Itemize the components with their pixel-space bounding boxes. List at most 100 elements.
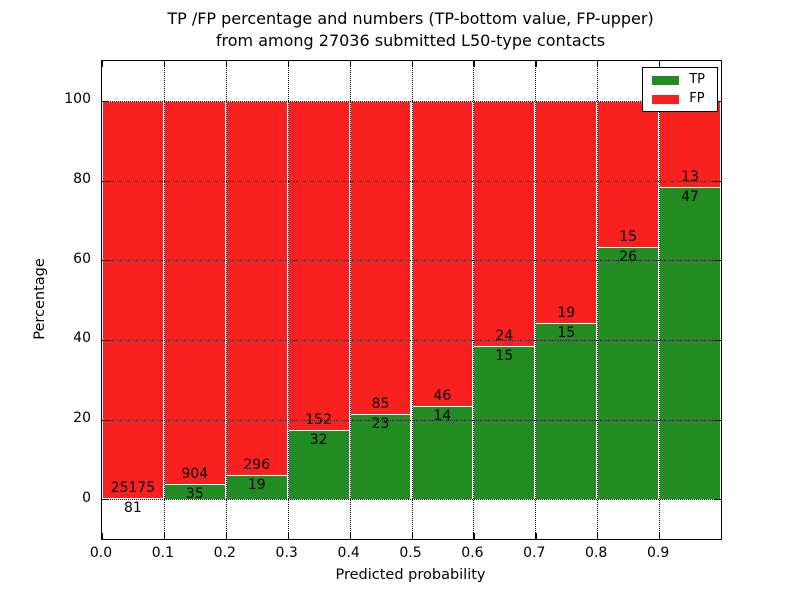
x-major-tick-top xyxy=(535,61,537,67)
fp-bar-segment xyxy=(225,100,288,476)
tp-bar-segment xyxy=(349,414,412,500)
y-tick-label: 100 xyxy=(64,91,91,108)
y-major-tick-right xyxy=(715,419,721,421)
fp-count-label: 46 xyxy=(433,388,452,405)
fp-count-label: 24 xyxy=(495,327,514,344)
fp-bar-segment xyxy=(597,100,660,247)
x-tick-label: 0.3 xyxy=(275,545,298,561)
vertical-gridline xyxy=(287,61,289,539)
fp-count-label: 25175 xyxy=(110,479,156,496)
chart-title: TP /FP percentage and numbers (TP-bottom… xyxy=(101,8,720,52)
fp-count-label: 19 xyxy=(557,305,576,322)
tp-bar-segment xyxy=(102,497,164,500)
tp-bar-segment xyxy=(225,475,288,500)
x-major-tick-top xyxy=(163,61,166,67)
y-major-tick-right xyxy=(715,499,721,501)
fp-bar-segment xyxy=(349,100,412,415)
x-major-tick xyxy=(163,533,166,539)
y-tick-label: 80 xyxy=(73,171,91,187)
x-major-tick-top xyxy=(659,61,661,67)
y-major-tick xyxy=(102,419,108,421)
fp-count-label: 152 xyxy=(305,411,333,428)
vertical-gridline xyxy=(535,61,537,539)
tp-bar-segment xyxy=(287,429,350,500)
tp-count-label: 19 xyxy=(247,477,266,494)
y-major-tick xyxy=(102,100,108,103)
vertical-gridline xyxy=(659,61,661,539)
fp-bar-segment xyxy=(535,100,598,324)
x-tick-label: 0.5 xyxy=(399,545,422,561)
x-major-tick xyxy=(102,533,104,539)
fp-bar-segment xyxy=(659,100,721,188)
x-tick-label: 0.8 xyxy=(585,545,608,561)
fp-count-label: 15 xyxy=(619,228,638,245)
x-tick-label: 0.4 xyxy=(337,545,360,561)
tp-count-label: 35 xyxy=(185,486,204,503)
legend-row-fp: FP xyxy=(652,92,705,106)
chart-title-line2: from among 27036 submitted L50-type cont… xyxy=(215,31,606,50)
y-major-tick xyxy=(102,260,108,262)
x-major-tick-top xyxy=(102,61,104,67)
vertical-gridline xyxy=(411,61,413,539)
fp-swatch-icon xyxy=(652,94,680,104)
x-tick-label: 0.0 xyxy=(89,545,113,561)
tp-bar-segment xyxy=(597,246,660,500)
vertical-gridline xyxy=(597,61,599,539)
x-tick-label: 0.2 xyxy=(213,545,236,561)
x-major-tick xyxy=(597,533,599,539)
vertical-gridline xyxy=(163,61,165,539)
x-major-tick xyxy=(287,533,289,539)
tp-count-label: 26 xyxy=(619,248,638,265)
x-major-tick xyxy=(411,533,413,539)
x-major-tick xyxy=(349,533,351,539)
fp-count-label: 85 xyxy=(371,396,390,413)
y-major-tick xyxy=(102,180,108,182)
tp-count-label: 47 xyxy=(681,189,699,206)
x-major-tick-top xyxy=(225,61,228,67)
fp-count-label: 13 xyxy=(681,169,699,186)
y-major-tick xyxy=(102,339,108,342)
fp-bar-segment xyxy=(473,100,536,346)
tp-bar-segment xyxy=(659,187,721,500)
tp-count-label: 15 xyxy=(557,325,576,342)
tp-count-label: 32 xyxy=(309,431,328,448)
x-major-tick-top xyxy=(473,61,475,67)
y-axis-label: Percentage xyxy=(32,258,48,340)
legend-label-tp: TP xyxy=(689,72,705,87)
y-major-tick-right xyxy=(715,180,721,182)
x-major-tick xyxy=(473,533,475,539)
y-major-tick-right xyxy=(715,100,721,103)
tp-bar-segment xyxy=(411,406,474,500)
legend-label-fp: FP xyxy=(689,91,705,106)
tp-count-label: 23 xyxy=(371,416,390,433)
x-major-tick xyxy=(535,533,537,539)
vertical-gridline xyxy=(225,61,227,539)
fp-bar-segment xyxy=(102,100,164,498)
chart-title-line1: TP /FP percentage and numbers (TP-bottom… xyxy=(167,9,654,28)
fp-count-label: 904 xyxy=(181,466,209,483)
y-tick-label: 60 xyxy=(73,250,91,267)
y-tick-label: 40 xyxy=(73,330,91,347)
x-major-tick xyxy=(225,533,228,539)
tp-count-label: 15 xyxy=(495,347,514,364)
y-tick-label: 0 xyxy=(82,489,91,506)
y-major-tick-right xyxy=(715,339,721,342)
legend-row-tp: TP xyxy=(652,73,705,87)
x-major-tick-top xyxy=(597,61,599,67)
x-major-tick xyxy=(659,533,661,539)
vertical-gridline xyxy=(473,61,475,539)
plot-area: TP FP 25175 81 904 35 296 19 152 32 85 23 46 14 24 15… xyxy=(101,60,722,540)
legend: TP FP xyxy=(642,67,718,112)
fp-bar-segment xyxy=(287,100,350,430)
x-tick-label: 0.6 xyxy=(461,545,484,561)
y-tick-label: 20 xyxy=(73,410,91,426)
x-axis-label: Predicted probability xyxy=(335,567,486,583)
y-major-tick-right xyxy=(715,260,721,262)
tp-count-label: 81 xyxy=(124,499,142,516)
x-tick-label: 0.7 xyxy=(523,545,546,561)
tp-bar-segment xyxy=(473,345,536,500)
x-major-tick-top xyxy=(411,61,413,67)
tp-count-label: 14 xyxy=(433,408,452,425)
tp-bar-segment xyxy=(535,323,598,500)
